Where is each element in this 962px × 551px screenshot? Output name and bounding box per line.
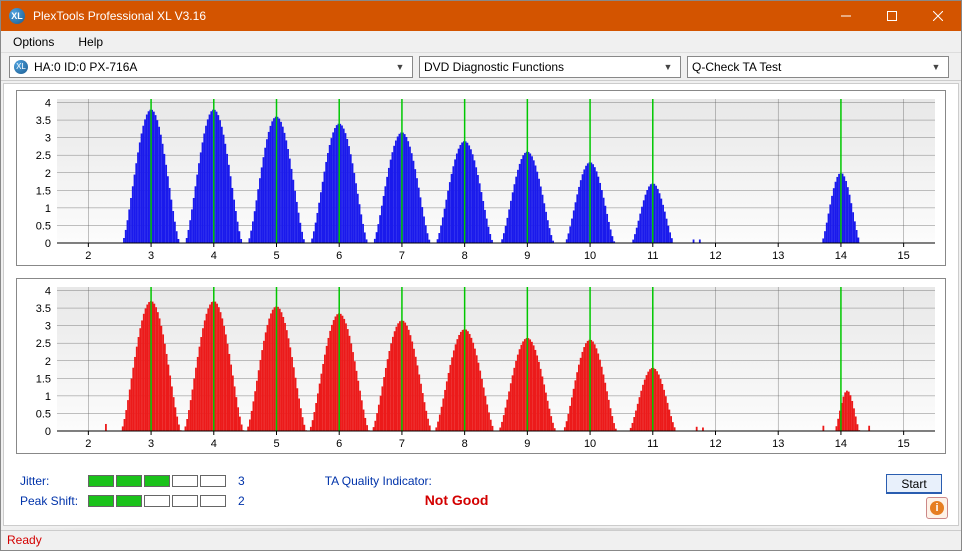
svg-text:10: 10	[584, 438, 596, 450]
svg-text:14: 14	[835, 438, 847, 450]
indicator-box	[200, 495, 226, 507]
svg-text:1.5: 1.5	[36, 373, 51, 385]
menu-help[interactable]: Help	[74, 33, 107, 51]
svg-text:7: 7	[399, 250, 405, 262]
svg-text:10: 10	[584, 250, 596, 262]
titlebar: XL PlexTools Professional XL V3.16	[1, 1, 961, 31]
svg-text:9: 9	[524, 438, 530, 450]
svg-text:15: 15	[898, 250, 910, 262]
peakshift-indicator	[88, 495, 226, 507]
quality-indicator: TA Quality Indicator: Not Good	[325, 474, 489, 508]
drive-icon: XL	[14, 60, 28, 74]
svg-text:2.5: 2.5	[36, 150, 51, 162]
svg-text:8: 8	[462, 438, 468, 450]
jitter-value: 3	[238, 474, 245, 488]
svg-text:2.5: 2.5	[36, 338, 51, 350]
quality-value: Not Good	[425, 492, 489, 508]
svg-text:2: 2	[85, 250, 91, 262]
svg-text:3: 3	[45, 133, 51, 145]
svg-text:1: 1	[45, 203, 51, 215]
svg-text:0: 0	[45, 238, 51, 250]
test-selector-text: Q-Check TA Test	[692, 60, 928, 74]
svg-text:4: 4	[45, 286, 51, 298]
indicator-box	[116, 475, 142, 487]
jitter-indicator	[88, 475, 226, 487]
quality-label: TA Quality Indicator:	[325, 474, 489, 488]
svg-text:2: 2	[85, 438, 91, 450]
top-chart: 4 3.5 3 2.5 2 1.5 1 0.5 0 2 3 4 5 6 7 8 9 10 11 12 13 14 15	[16, 90, 946, 266]
svg-text:4: 4	[211, 250, 217, 262]
menu-options[interactable]: Options	[9, 33, 58, 51]
toolbar: XL HA:0 ID:0 PX-716A ▼ DVD Diagnostic Fu…	[1, 53, 961, 81]
indicator-box	[88, 495, 114, 507]
svg-text:12: 12	[709, 250, 721, 262]
indicator-box	[144, 475, 170, 487]
svg-text:3: 3	[45, 321, 51, 333]
svg-text:3.5: 3.5	[36, 303, 51, 315]
peakshift-label: Peak Shift:	[20, 494, 80, 508]
statusbar: Ready	[1, 530, 961, 550]
svg-text:13: 13	[772, 438, 784, 450]
svg-text:1: 1	[45, 391, 51, 403]
app-icon: XL	[9, 8, 25, 24]
peakshift-value: 2	[238, 494, 245, 508]
svg-text:4: 4	[45, 98, 51, 110]
indicator-box	[200, 475, 226, 487]
status-text: Ready	[7, 533, 42, 547]
chevron-down-icon: ▼	[392, 62, 408, 72]
info-button[interactable]: i	[926, 497, 948, 519]
bottom-chart-plot	[57, 287, 935, 431]
indicator-box	[172, 495, 198, 507]
svg-text:3: 3	[148, 438, 154, 450]
start-button[interactable]: Start	[886, 474, 942, 494]
peakshift-metric: Peak Shift: 2	[20, 494, 245, 508]
svg-text:4: 4	[211, 438, 217, 450]
svg-text:0.5: 0.5	[36, 408, 51, 420]
indicator-box	[144, 495, 170, 507]
maximize-button[interactable]	[869, 1, 915, 31]
function-selector-text: DVD Diagnostic Functions	[424, 60, 660, 74]
drive-selector-text: HA:0 ID:0 PX-716A	[34, 60, 392, 74]
function-selector[interactable]: DVD Diagnostic Functions ▼	[419, 56, 681, 78]
drive-selector[interactable]: XL HA:0 ID:0 PX-716A ▼	[9, 56, 413, 78]
info-icon: i	[930, 501, 944, 515]
top-chart-plot	[57, 99, 935, 243]
svg-text:11: 11	[647, 438, 658, 450]
svg-text:5: 5	[273, 250, 279, 262]
svg-text:1.5: 1.5	[36, 185, 51, 197]
test-selector[interactable]: Q-Check TA Test ▼	[687, 56, 949, 78]
svg-text:0: 0	[45, 426, 51, 438]
svg-text:3: 3	[148, 250, 154, 262]
svg-text:12: 12	[709, 438, 721, 450]
menubar: Options Help	[1, 31, 961, 53]
svg-text:14: 14	[835, 250, 847, 262]
svg-text:6: 6	[336, 438, 342, 450]
svg-text:11: 11	[647, 250, 658, 262]
window-title: PlexTools Professional XL V3.16	[33, 9, 823, 23]
svg-text:2: 2	[45, 168, 51, 180]
jitter-metric: Jitter: 3	[20, 474, 245, 488]
bottom-chart: 4 3.5 3 2.5 2 1.5 1 0.5 0 2 3 4 5 6 7 8 9 10 11 12 13 14 15	[16, 278, 946, 454]
svg-text:6: 6	[336, 250, 342, 262]
indicator-box	[88, 475, 114, 487]
svg-text:2: 2	[45, 356, 51, 368]
minimize-button[interactable]	[823, 1, 869, 31]
close-button[interactable]	[915, 1, 961, 31]
svg-text:7: 7	[399, 438, 405, 450]
indicator-box	[116, 495, 142, 507]
metrics-row: Jitter: 3 Peak Shift: 2 TA Quality Indic…	[16, 466, 946, 508]
chevron-down-icon: ▼	[660, 62, 676, 72]
svg-text:15: 15	[898, 438, 910, 450]
content-panel: 43.532.521.510.5023456789101112131415 43…	[3, 83, 959, 526]
svg-text:8: 8	[462, 250, 468, 262]
svg-text:5: 5	[273, 438, 279, 450]
svg-text:3.5: 3.5	[36, 115, 51, 127]
svg-text:0.5: 0.5	[36, 220, 51, 232]
svg-text:9: 9	[524, 250, 530, 262]
jitter-label: Jitter:	[20, 474, 80, 488]
svg-text:13: 13	[772, 250, 784, 262]
chevron-down-icon: ▼	[928, 62, 944, 72]
indicator-box	[172, 475, 198, 487]
